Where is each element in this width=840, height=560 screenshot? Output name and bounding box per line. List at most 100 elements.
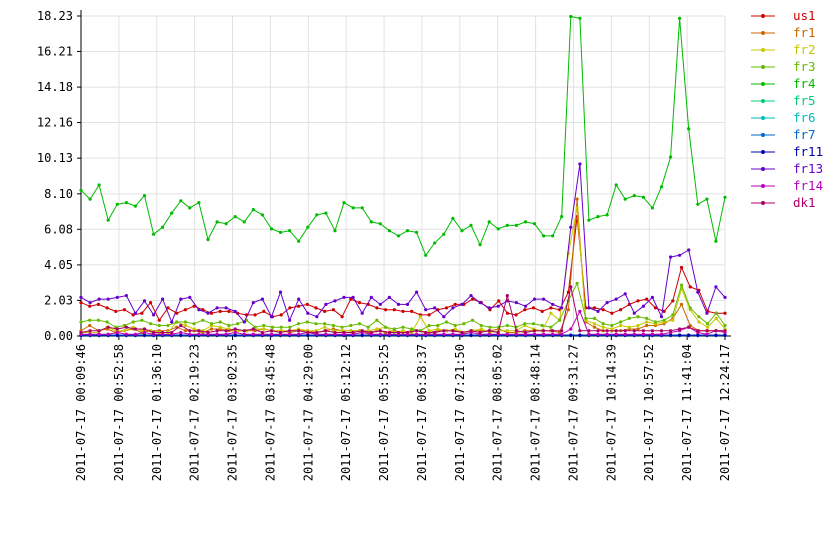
data-point xyxy=(479,323,483,328)
data-point xyxy=(218,309,222,313)
x-tick-label: 2011-07-17 06:38:37 xyxy=(415,344,429,481)
data-point xyxy=(242,320,246,324)
data-point xyxy=(131,320,135,324)
data-point xyxy=(723,333,727,337)
data-point xyxy=(632,332,636,336)
data-point xyxy=(679,283,684,287)
legend-label: us1 xyxy=(793,8,816,23)
data-point xyxy=(427,323,431,328)
data-point xyxy=(523,304,528,308)
data-point xyxy=(105,306,109,310)
data-point xyxy=(453,323,457,328)
data-point xyxy=(152,330,156,335)
data-point xyxy=(627,325,631,329)
data-point xyxy=(357,322,362,326)
data-point xyxy=(278,290,283,294)
data-point xyxy=(315,213,319,217)
data-point xyxy=(314,322,318,326)
data-point xyxy=(161,330,165,335)
data-point xyxy=(340,325,344,329)
legend-item-dk1: dk1 xyxy=(751,195,816,210)
data-point xyxy=(253,313,257,317)
legend-item-fr4: fr4 xyxy=(751,76,816,91)
data-point xyxy=(505,311,509,315)
data-point xyxy=(415,290,419,294)
data-point xyxy=(575,281,579,285)
legend-item-fr3: fr3 xyxy=(751,59,816,74)
data-point xyxy=(531,306,536,310)
data-point xyxy=(514,329,519,333)
data-point xyxy=(183,320,187,324)
data-point xyxy=(605,213,609,217)
data-point xyxy=(669,255,673,259)
data-point xyxy=(460,330,464,335)
data-point xyxy=(488,325,492,329)
data-point xyxy=(723,195,727,199)
data-point xyxy=(619,320,623,324)
data-point xyxy=(79,188,83,192)
data-point xyxy=(233,327,237,331)
data-point xyxy=(678,16,682,20)
data-point xyxy=(636,299,640,303)
data-point xyxy=(333,229,337,233)
data-point xyxy=(645,297,649,301)
data-point xyxy=(396,330,401,335)
data-point xyxy=(260,213,264,217)
data-point xyxy=(251,332,255,336)
data-point xyxy=(542,332,546,336)
data-point xyxy=(357,301,362,305)
data-point xyxy=(215,332,219,336)
x-tick-label: 2011-07-17 00:09:46 xyxy=(74,344,88,481)
data-point xyxy=(714,316,718,320)
data-point xyxy=(351,295,355,299)
data-point xyxy=(596,329,600,333)
data-point xyxy=(262,323,266,328)
data-point xyxy=(179,199,183,203)
data-point xyxy=(669,333,673,337)
legend-item-fr13: fr13 xyxy=(751,161,823,176)
legend-item-fr5: fr5 xyxy=(751,93,816,108)
data-point xyxy=(306,225,310,229)
data-point xyxy=(224,222,228,226)
legend-label: fr6 xyxy=(793,110,816,125)
data-point xyxy=(378,329,382,333)
data-point xyxy=(542,297,546,301)
data-point xyxy=(149,322,153,326)
data-point xyxy=(641,304,646,308)
data-point xyxy=(487,306,491,310)
data-point xyxy=(560,332,564,336)
legend-swatch-marker xyxy=(761,31,765,35)
data-point xyxy=(405,330,410,335)
data-point xyxy=(115,327,119,331)
data-point xyxy=(669,329,673,333)
data-point xyxy=(375,306,379,310)
data-point xyxy=(697,320,701,324)
y-tick-label: 8.10 xyxy=(44,187,73,201)
data-point xyxy=(705,332,709,336)
data-point xyxy=(251,327,255,331)
data-point xyxy=(106,297,110,301)
data-point xyxy=(224,332,228,336)
data-point xyxy=(650,329,655,333)
data-point xyxy=(349,323,353,328)
data-point xyxy=(418,315,422,319)
data-point xyxy=(592,306,597,310)
legend-item-us1: us1 xyxy=(751,8,816,23)
data-point xyxy=(157,318,161,322)
data-point xyxy=(179,333,183,337)
legend-label: fr4 xyxy=(793,76,816,91)
data-point xyxy=(605,301,609,305)
data-point xyxy=(659,332,664,336)
data-point xyxy=(269,329,274,333)
data-point xyxy=(569,14,573,19)
data-point xyxy=(349,329,353,333)
data-point xyxy=(297,297,301,301)
data-point xyxy=(224,329,228,333)
data-point xyxy=(569,333,573,337)
data-point xyxy=(569,285,573,289)
data-point xyxy=(687,333,691,337)
data-point xyxy=(679,265,684,270)
data-point xyxy=(124,201,128,205)
data-point xyxy=(614,297,618,301)
data-point xyxy=(705,329,709,333)
